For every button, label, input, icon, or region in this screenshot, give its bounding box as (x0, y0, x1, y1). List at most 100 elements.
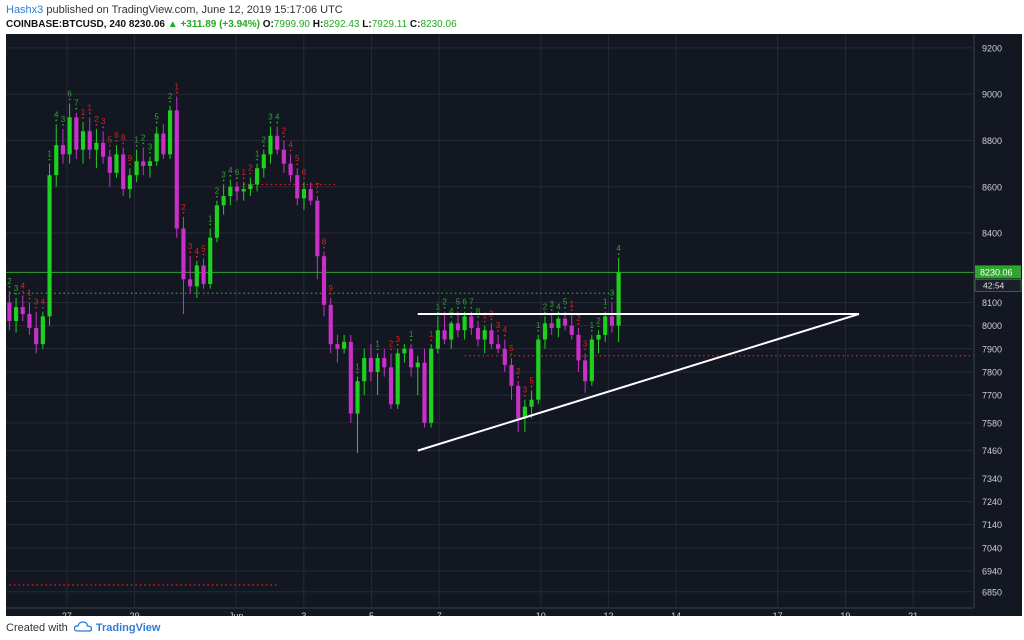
candle-body (375, 358, 380, 372)
candle-body (181, 228, 186, 280)
td-dot (202, 253, 205, 256)
countdown-badge-label: 42:54 (983, 280, 1005, 290)
td-count-label: 1 (355, 363, 360, 372)
candle-body (368, 358, 373, 372)
td-dot (329, 292, 332, 295)
candle-body (268, 135, 273, 155)
td-dot (82, 117, 84, 119)
candle-body (248, 184, 253, 190)
td-count-label: 1 (570, 300, 575, 309)
candle-body (429, 348, 434, 423)
td-dot (590, 329, 593, 332)
chart-area[interactable]: 9200 9000 8800 8600 8400 8100 8000 7900 7800 7700… (0, 34, 1024, 621)
td-count-label: 5 (509, 344, 514, 353)
candle-body (234, 186, 240, 192)
close-value: 8230.06 (420, 19, 457, 30)
candle-body (208, 237, 213, 284)
td-count-label: 3 (549, 300, 554, 309)
candle-body (20, 307, 25, 315)
td-count-label: 5 (295, 154, 300, 163)
tradingview-brand[interactable]: TradingView (95, 622, 161, 634)
td-dot (95, 123, 98, 126)
td-count-label: 2 (215, 187, 220, 196)
candle-body (449, 323, 454, 340)
td-dot (282, 135, 285, 138)
td-dot (564, 306, 566, 309)
td-count-label: 5 (201, 245, 206, 254)
candle-body (348, 341, 353, 414)
td-count-label: 6 (235, 168, 240, 177)
y-tick-label: 6850 (982, 587, 1002, 597)
td-count-label: 4 (556, 302, 561, 311)
candle-body (194, 265, 199, 287)
y-tick-label: 8600 (982, 182, 1002, 192)
td-count-label: 1 (603, 298, 608, 307)
td-count-label: 2 (7, 277, 12, 286)
candle-body (154, 133, 159, 162)
td-dot (410, 339, 412, 342)
candle-body (221, 196, 226, 206)
td-dot (530, 385, 533, 388)
td-count-label: 7 (469, 298, 474, 307)
td-count-label: 4 (195, 247, 200, 256)
td-count-label: 1 (47, 150, 52, 159)
td-count-label: 4 (616, 244, 621, 253)
candle-body (174, 110, 179, 229)
candlestick-chart[interactable]: 9200 9000 8800 8600 8400 8100 8000 7900 7800 7700… (0, 34, 1024, 621)
td-dot (142, 142, 145, 145)
candle-body (121, 154, 126, 190)
candle-body (60, 145, 66, 155)
chart-footer: Created with TradingView (0, 616, 1024, 640)
candle-body (141, 161, 146, 166)
candle-body (576, 334, 581, 361)
td-count-label: 2 (282, 126, 287, 135)
candle-body (603, 316, 608, 335)
candle-body (482, 330, 487, 340)
y-tick-label: 8000 (982, 321, 1002, 331)
candle-body (94, 142, 99, 150)
y-tick-label: 9200 (982, 43, 1002, 53)
td-count-label: 2 (181, 203, 186, 212)
td-count-label: 1 (208, 214, 213, 223)
td-dot (517, 376, 520, 379)
td-dot (544, 311, 546, 314)
td-dot (483, 320, 486, 323)
td-dot (189, 251, 192, 254)
td-dot (316, 191, 319, 193)
td-count-label: 5 (154, 113, 159, 122)
price-axis-background (974, 34, 1022, 608)
candle-body (489, 330, 494, 345)
td-dot (303, 177, 305, 180)
low-value: 7929.11 (371, 19, 408, 30)
open-label: O: (262, 19, 274, 30)
td-dot (108, 144, 111, 147)
td-dot (323, 246, 325, 249)
td-dot (15, 292, 17, 295)
candle-body (40, 316, 45, 345)
candle-body (80, 131, 86, 150)
td-count-label: 6 (114, 131, 119, 140)
td-dot (443, 306, 446, 309)
y-tick-label: 7580 (982, 418, 1002, 428)
td-count-label: 2 (516, 367, 521, 376)
td-dot (470, 306, 473, 309)
td-dot (195, 255, 198, 258)
candle-body (321, 256, 327, 305)
last-price-badge (975, 265, 1021, 279)
td-count-label: 3 (14, 284, 19, 293)
td-dot (611, 297, 613, 300)
td-dot (229, 174, 232, 177)
author-link[interactable]: Hashx3 (6, 4, 44, 16)
td-dot (242, 177, 245, 180)
candle-body (228, 186, 233, 197)
candle-body (288, 163, 293, 176)
candle-body (469, 316, 474, 328)
td-count-label: 4 (54, 110, 59, 119)
td-dot (149, 151, 151, 154)
td-count-label: 2 (596, 316, 601, 325)
candle-body (74, 117, 79, 150)
td-count-label: 5 (456, 298, 461, 307)
td-dot (289, 149, 292, 152)
y-tick-label: 8100 (982, 298, 1002, 308)
candle-body (408, 348, 414, 368)
